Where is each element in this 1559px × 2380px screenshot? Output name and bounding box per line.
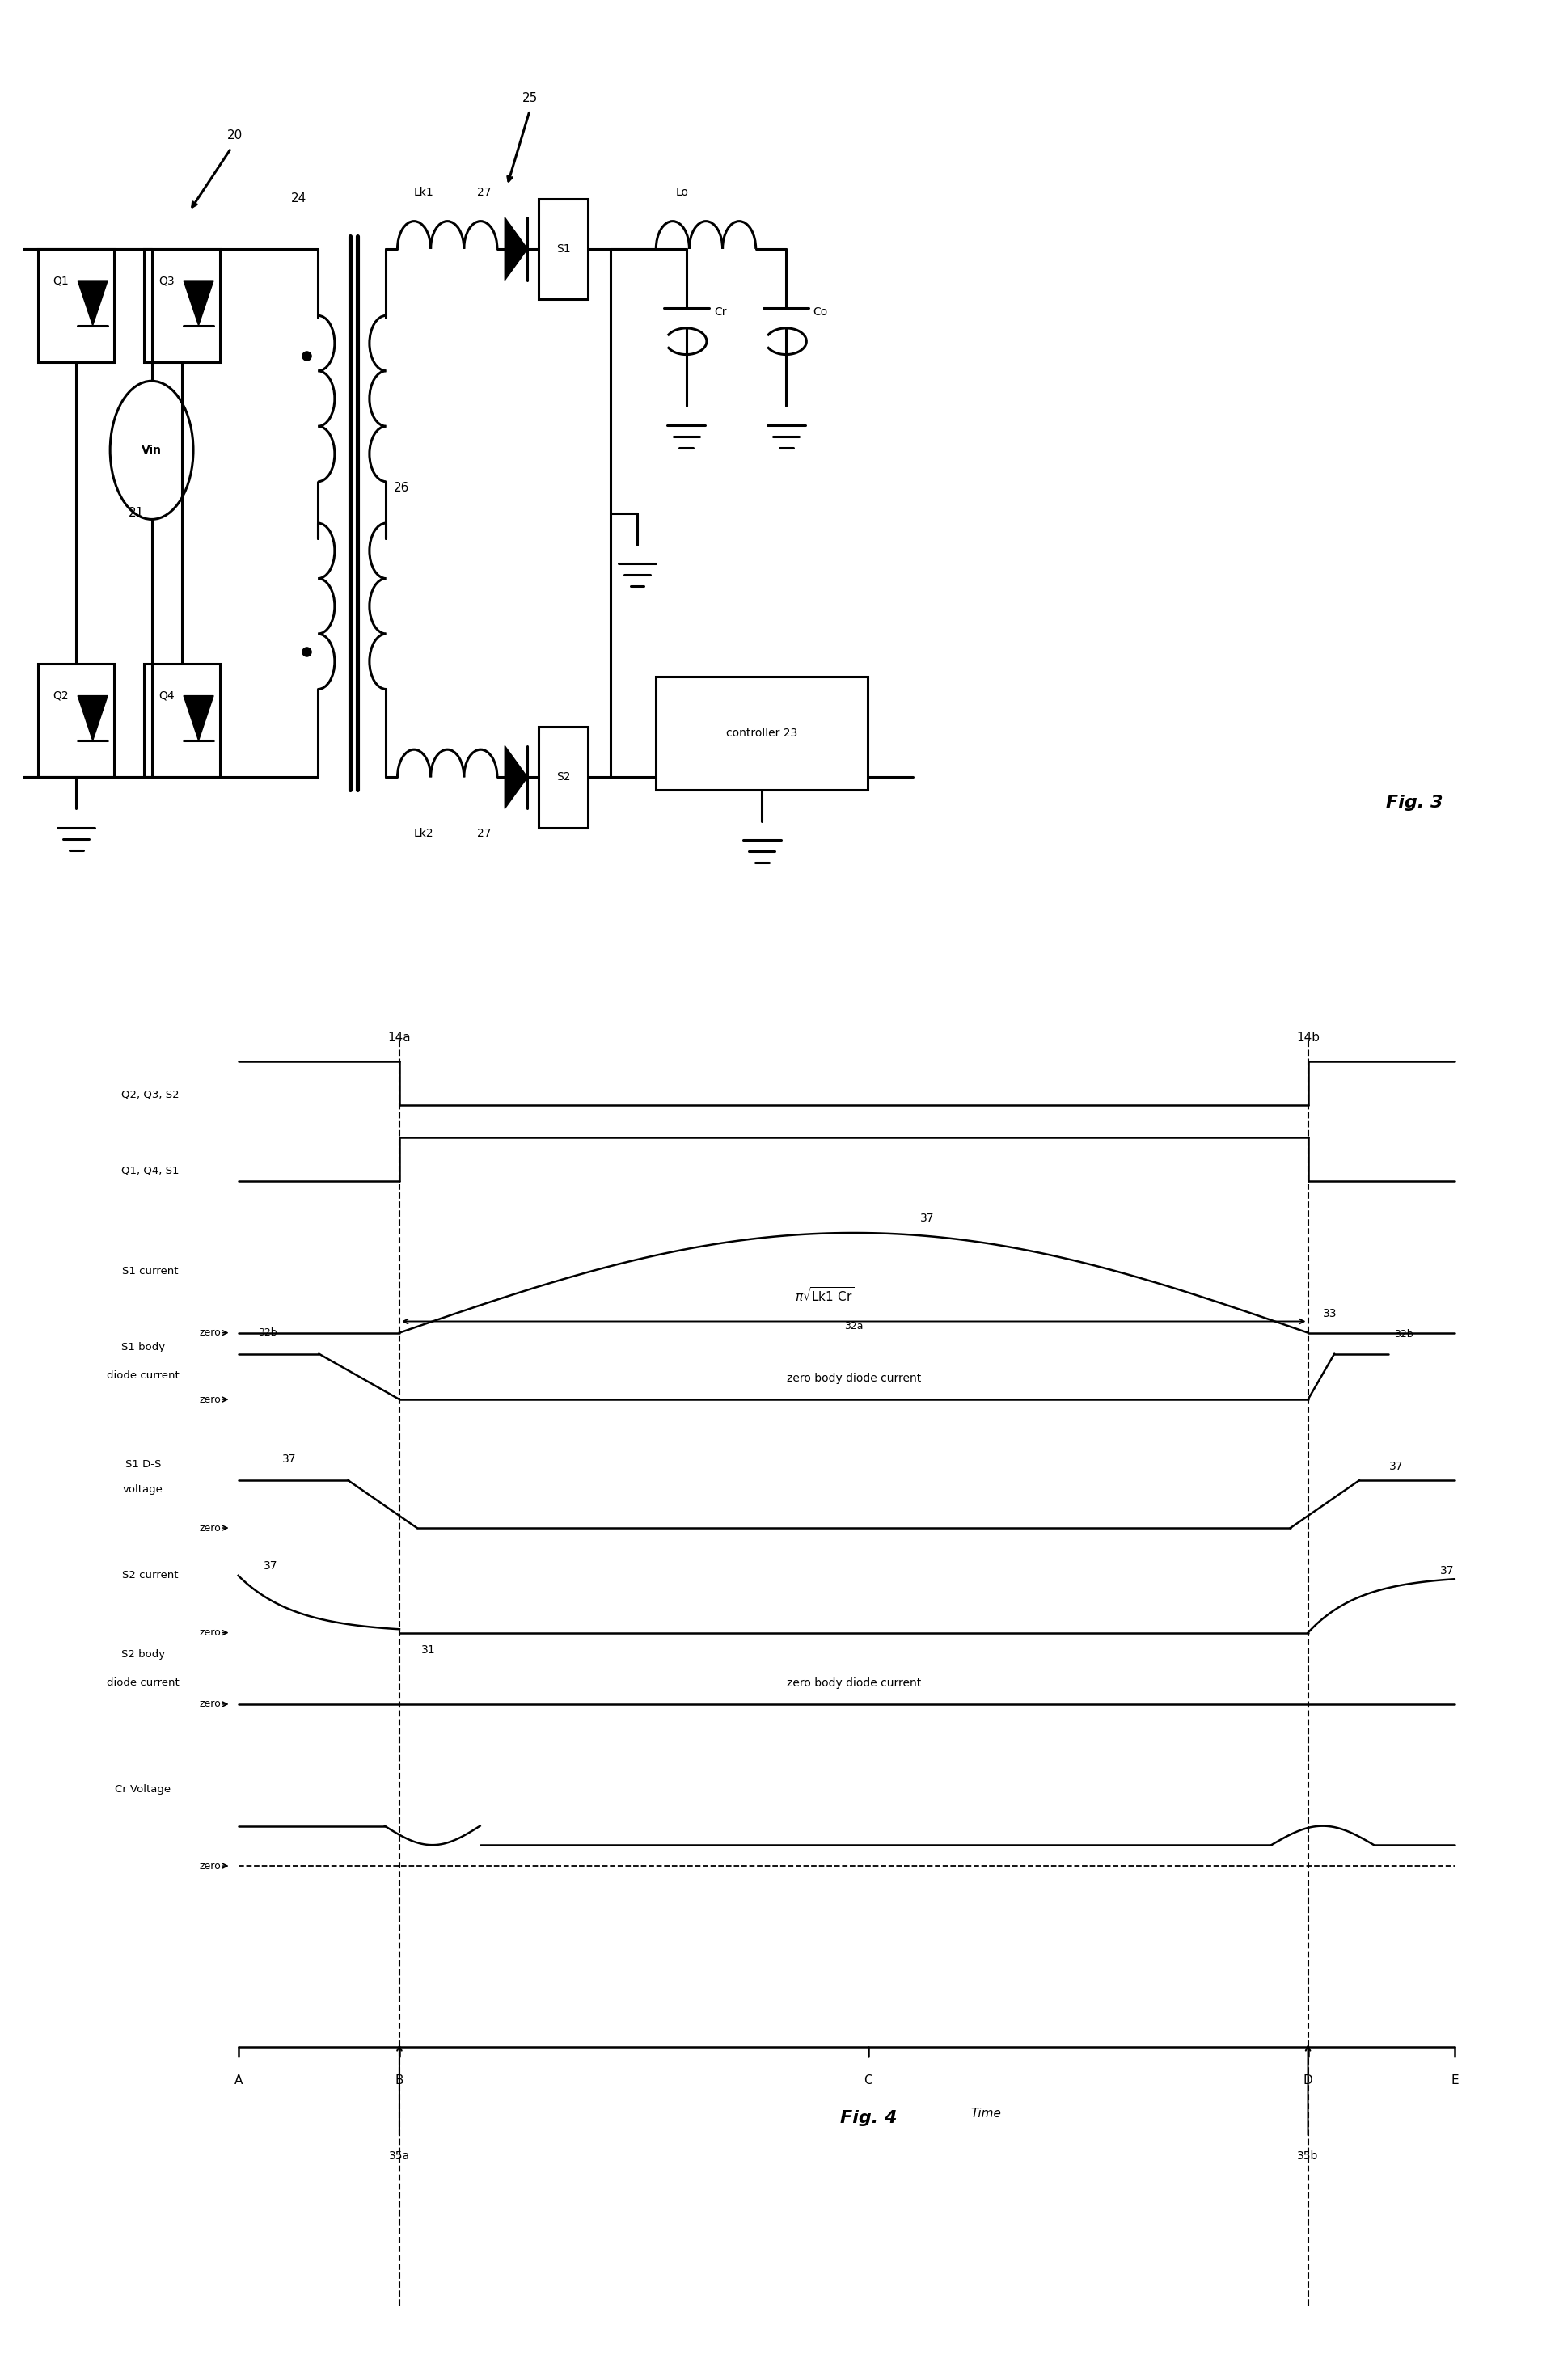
Text: 37: 37 [920,1214,934,1223]
Text: 32a: 32a [845,1321,864,1330]
Text: Cr Voltage: Cr Voltage [115,1785,171,1795]
Text: 27: 27 [477,828,491,840]
Text: zero: zero [200,1699,221,1709]
Text: Lo: Lo [677,186,689,198]
Text: Fig. 3: Fig. 3 [1386,795,1444,812]
Text: S2 current: S2 current [122,1571,178,1580]
Text: Vin: Vin [142,445,162,457]
Text: 37: 37 [282,1454,296,1466]
Bar [656,676,868,790]
Text: S1 D-S: S1 D-S [125,1459,161,1468]
Text: 37: 37 [1441,1566,1455,1576]
Text: Lk1: Lk1 [413,186,433,198]
Text: Co: Co [812,307,828,317]
Text: Cr: Cr [714,307,726,317]
Text: B: B [394,2073,404,2087]
Polygon shape [505,217,527,281]
Bar [143,250,220,362]
Circle shape [111,381,193,519]
Text: Q2: Q2 [53,690,69,702]
Text: Q1, Q4, S1: Q1, Q4, S1 [122,1166,179,1176]
Text: 14b: 14b [1296,1031,1320,1045]
Text: Q2, Q3, S2: Q2, Q3, S2 [122,1090,179,1100]
Text: 37: 37 [1389,1461,1403,1471]
Text: 21: 21 [129,507,145,519]
Polygon shape [78,695,108,740]
Bar [539,726,588,828]
Text: 32b: 32b [1394,1330,1412,1340]
Text: Time: Time [970,2106,1001,2121]
Text: Q4: Q4 [159,690,175,702]
Text: 14a: 14a [388,1031,412,1045]
Polygon shape [184,695,214,740]
Text: S2 body: S2 body [122,1649,165,1659]
Bar [539,198,588,300]
Text: 24: 24 [292,193,307,205]
Text: zero: zero [200,1861,221,1871]
Bar [143,664,220,778]
Text: 26: 26 [393,481,408,495]
Text: C: C [864,2073,873,2087]
Bar [39,250,114,362]
Text: zero: zero [200,1395,221,1404]
Text: controller 23: controller 23 [726,728,798,738]
Text: D: D [1303,2073,1313,2087]
Text: 35a: 35a [388,2152,410,2161]
Text: 27: 27 [477,186,491,198]
Bar [39,664,114,778]
Text: 33: 33 [1324,1309,1338,1319]
Text: 37: 37 [263,1561,278,1571]
Text: S1: S1 [557,243,571,255]
Text: diode current: diode current [106,1678,179,1687]
Text: Lk2: Lk2 [415,828,433,840]
Text: S1 current: S1 current [122,1266,178,1276]
Text: zero body diode current: zero body diode current [786,1373,921,1385]
Polygon shape [505,745,527,809]
Text: 25: 25 [522,93,538,105]
Text: zero: zero [200,1328,221,1338]
Text: 32b: 32b [257,1328,278,1338]
Text: voltage: voltage [123,1485,164,1495]
Polygon shape [184,281,214,326]
Text: zero: zero [200,1523,221,1533]
Text: Q3: Q3 [159,276,175,286]
Text: 20: 20 [228,129,243,143]
Text: Q1: Q1 [53,276,69,286]
Text: zero body diode current: zero body diode current [786,1678,921,1690]
Text: zero: zero [200,1628,221,1637]
Text: diode current: diode current [106,1371,179,1380]
Text: S1 body: S1 body [122,1342,165,1352]
Text: E: E [1451,2073,1458,2087]
Polygon shape [78,281,108,326]
Text: S2: S2 [557,771,571,783]
Text: 35b: 35b [1297,2152,1319,2161]
Text: 31: 31 [421,1645,437,1656]
Text: $\pi\sqrt{\mathrm{Lk1\ Cr}}$: $\pi\sqrt{\mathrm{Lk1\ Cr}}$ [795,1285,854,1304]
Text: A: A [234,2073,242,2087]
Text: Fig. 4: Fig. 4 [840,2111,896,2125]
